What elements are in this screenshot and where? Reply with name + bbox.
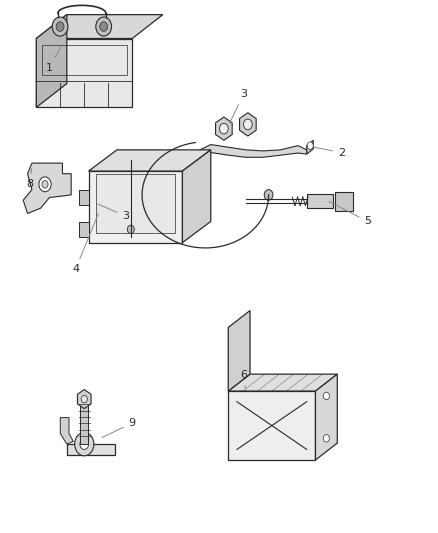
Polygon shape [88,150,210,171]
Polygon shape [88,171,182,243]
Text: 5: 5 [328,201,371,227]
Polygon shape [228,391,315,460]
Circle shape [322,392,328,400]
Circle shape [307,142,313,149]
Polygon shape [228,374,336,391]
Circle shape [81,395,87,403]
Polygon shape [215,117,232,140]
Polygon shape [79,222,88,237]
Circle shape [80,439,88,449]
Circle shape [264,190,272,200]
Text: 6: 6 [240,370,247,389]
Polygon shape [228,311,250,391]
Polygon shape [199,144,306,157]
Circle shape [52,17,68,36]
Polygon shape [182,150,210,243]
Text: 2: 2 [313,147,344,158]
Circle shape [99,22,107,31]
Polygon shape [239,113,256,136]
Polygon shape [23,163,71,214]
Circle shape [127,225,134,233]
Circle shape [42,181,48,188]
Text: 4: 4 [72,213,98,274]
Circle shape [219,123,228,134]
Polygon shape [315,374,336,460]
Text: 9: 9 [102,418,135,438]
Polygon shape [67,444,115,455]
Polygon shape [36,14,162,38]
Circle shape [39,177,51,192]
Circle shape [95,17,111,36]
Polygon shape [77,390,91,409]
Polygon shape [306,194,332,208]
Text: 8: 8 [26,168,33,189]
Polygon shape [180,150,199,166]
Polygon shape [60,418,73,444]
Polygon shape [36,38,132,108]
Polygon shape [334,192,352,211]
Circle shape [322,434,328,442]
Polygon shape [36,14,67,108]
Polygon shape [88,191,102,210]
Polygon shape [80,399,88,444]
Circle shape [74,432,94,456]
Circle shape [243,119,252,130]
Polygon shape [96,174,174,233]
Polygon shape [79,190,88,205]
Text: 3: 3 [98,204,129,221]
Polygon shape [306,140,313,154]
Text: 3: 3 [229,89,247,124]
Circle shape [92,196,99,205]
Text: 1: 1 [46,46,61,72]
Circle shape [56,22,64,31]
